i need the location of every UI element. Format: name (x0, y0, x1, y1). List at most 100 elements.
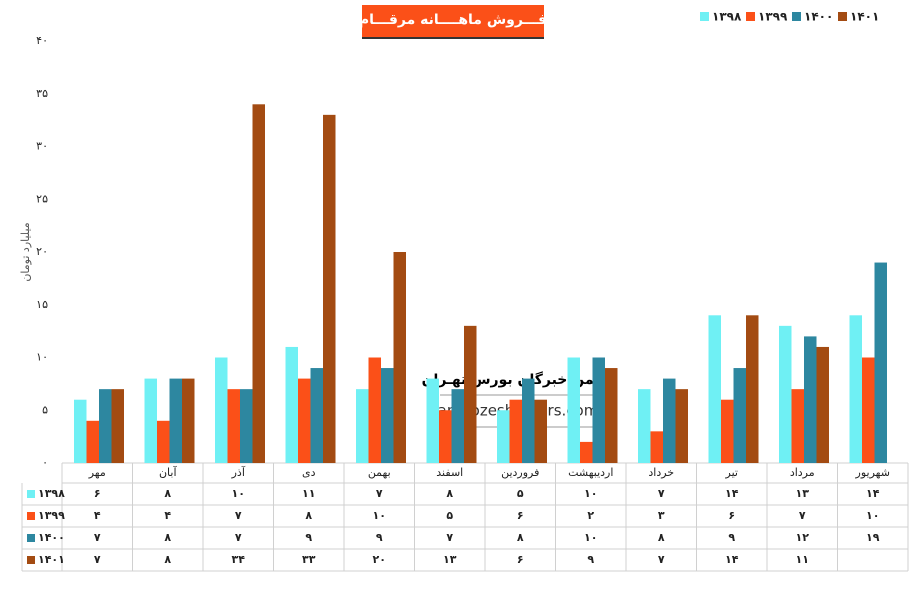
x-tick-label: دی (302, 466, 316, 479)
table-cell: ۱۱ (302, 487, 315, 500)
table-cell: ۸ (517, 531, 524, 544)
table-cell: ۱۰ (232, 487, 245, 500)
bar (638, 389, 651, 463)
x-tick-label: مرداد (790, 466, 815, 479)
table-cell: ۱۳ (796, 487, 810, 500)
table-cell: ۹ (305, 531, 312, 544)
table-cell: ۱۲ (796, 531, 810, 544)
y-tick-label: ۱۰ (36, 351, 48, 364)
table-cell: ۷ (235, 509, 242, 522)
table-cell: ۷ (658, 487, 665, 500)
table-cell: ۷ (799, 509, 806, 522)
y-tick-label: ۱۵ (36, 298, 48, 311)
table-swatch (27, 512, 35, 520)
x-tick-label: خرداد (648, 466, 674, 479)
bar (567, 357, 580, 463)
bar (310, 368, 323, 463)
bar (580, 441, 593, 463)
x-tick-label: شهریور (855, 466, 890, 479)
table-cell: ۷ (376, 487, 383, 500)
table-cell: ۶ (94, 487, 101, 500)
x-tick-label: مهر (88, 466, 106, 479)
table-swatch (27, 556, 35, 564)
bar (849, 315, 862, 463)
table-cell: ۴ (164, 509, 171, 522)
bar (733, 368, 746, 463)
bar (393, 252, 406, 463)
x-tick-label: آذر (231, 465, 246, 479)
table-cell: ۶ (517, 553, 524, 566)
bar (862, 357, 875, 463)
bar (721, 399, 734, 463)
bar (356, 389, 369, 463)
table-cell: ۳ (658, 509, 665, 522)
bar (381, 368, 394, 463)
table-cell: ۵ (446, 509, 453, 522)
legend-label: ۱۳۹۹ (758, 10, 788, 24)
table-swatch (27, 490, 35, 498)
bar (509, 399, 522, 463)
bar (111, 389, 124, 463)
table-cell: ۴ (94, 509, 101, 522)
table-cell: ۹ (376, 531, 383, 544)
y-tick-label: ۳۰ (36, 140, 48, 153)
bar (522, 378, 535, 463)
table-cell: ۱۴ (866, 487, 880, 500)
y-axis-label: میلیارد تومان (19, 222, 32, 281)
x-tick-label: فروردین (501, 466, 539, 479)
table-cell: ۱۴ (725, 553, 739, 566)
legend-label: ۱۴۰۱ (850, 10, 879, 24)
table-series-label: ۱۳۹۹ (38, 509, 65, 522)
bar (874, 262, 887, 463)
bar (86, 420, 99, 463)
table-cell: ۹ (587, 553, 594, 566)
table-cell: ۲۰ (373, 553, 386, 566)
table-cell: ۸ (658, 531, 665, 544)
legend-swatch (792, 12, 801, 21)
bar (605, 368, 618, 463)
bar (74, 399, 87, 463)
table-cell: ۲ (587, 509, 594, 522)
bar (708, 315, 721, 463)
bar (426, 378, 439, 463)
table-cell: ۳۴ (232, 553, 246, 566)
legend-swatch (838, 12, 847, 21)
table-cell: ۷ (94, 553, 101, 566)
bar (816, 346, 829, 463)
table-cell: ۳۳ (302, 553, 316, 566)
table-cell: ۱۰ (373, 509, 386, 522)
bar (746, 315, 759, 463)
table-series-label: ۱۳۹۸ (38, 487, 65, 500)
table-cell: ۶ (517, 509, 524, 522)
bar (215, 357, 228, 463)
table-cell: ۱۱ (796, 553, 809, 566)
table-cell: ۱۰ (584, 487, 597, 500)
bar (227, 389, 240, 463)
y-tick-label: ۵ (42, 403, 48, 416)
x-tick-label: اسفند (436, 466, 463, 479)
table-swatch (27, 534, 35, 542)
bar (650, 431, 663, 463)
bar (464, 325, 477, 463)
legend-label: ۱۳۹۸ (712, 10, 742, 24)
bar (240, 389, 253, 463)
bar (534, 399, 547, 463)
bar (497, 410, 510, 463)
bar (791, 389, 804, 463)
bar (804, 336, 817, 463)
legend-swatch (746, 12, 755, 21)
title-box (362, 5, 544, 37)
table-cell: ۵ (517, 487, 524, 500)
legend-swatch (700, 12, 709, 21)
bar (675, 389, 688, 463)
bar (157, 420, 170, 463)
x-tick-label: تیر (725, 466, 738, 479)
bar (285, 346, 298, 463)
x-tick-label: اردیبهشت (568, 466, 613, 479)
table-cell: ۷ (658, 553, 665, 566)
bar (169, 378, 182, 463)
x-tick-label: بهمن (368, 466, 391, 479)
table-cell: ۸ (164, 487, 171, 500)
bar (182, 378, 195, 463)
